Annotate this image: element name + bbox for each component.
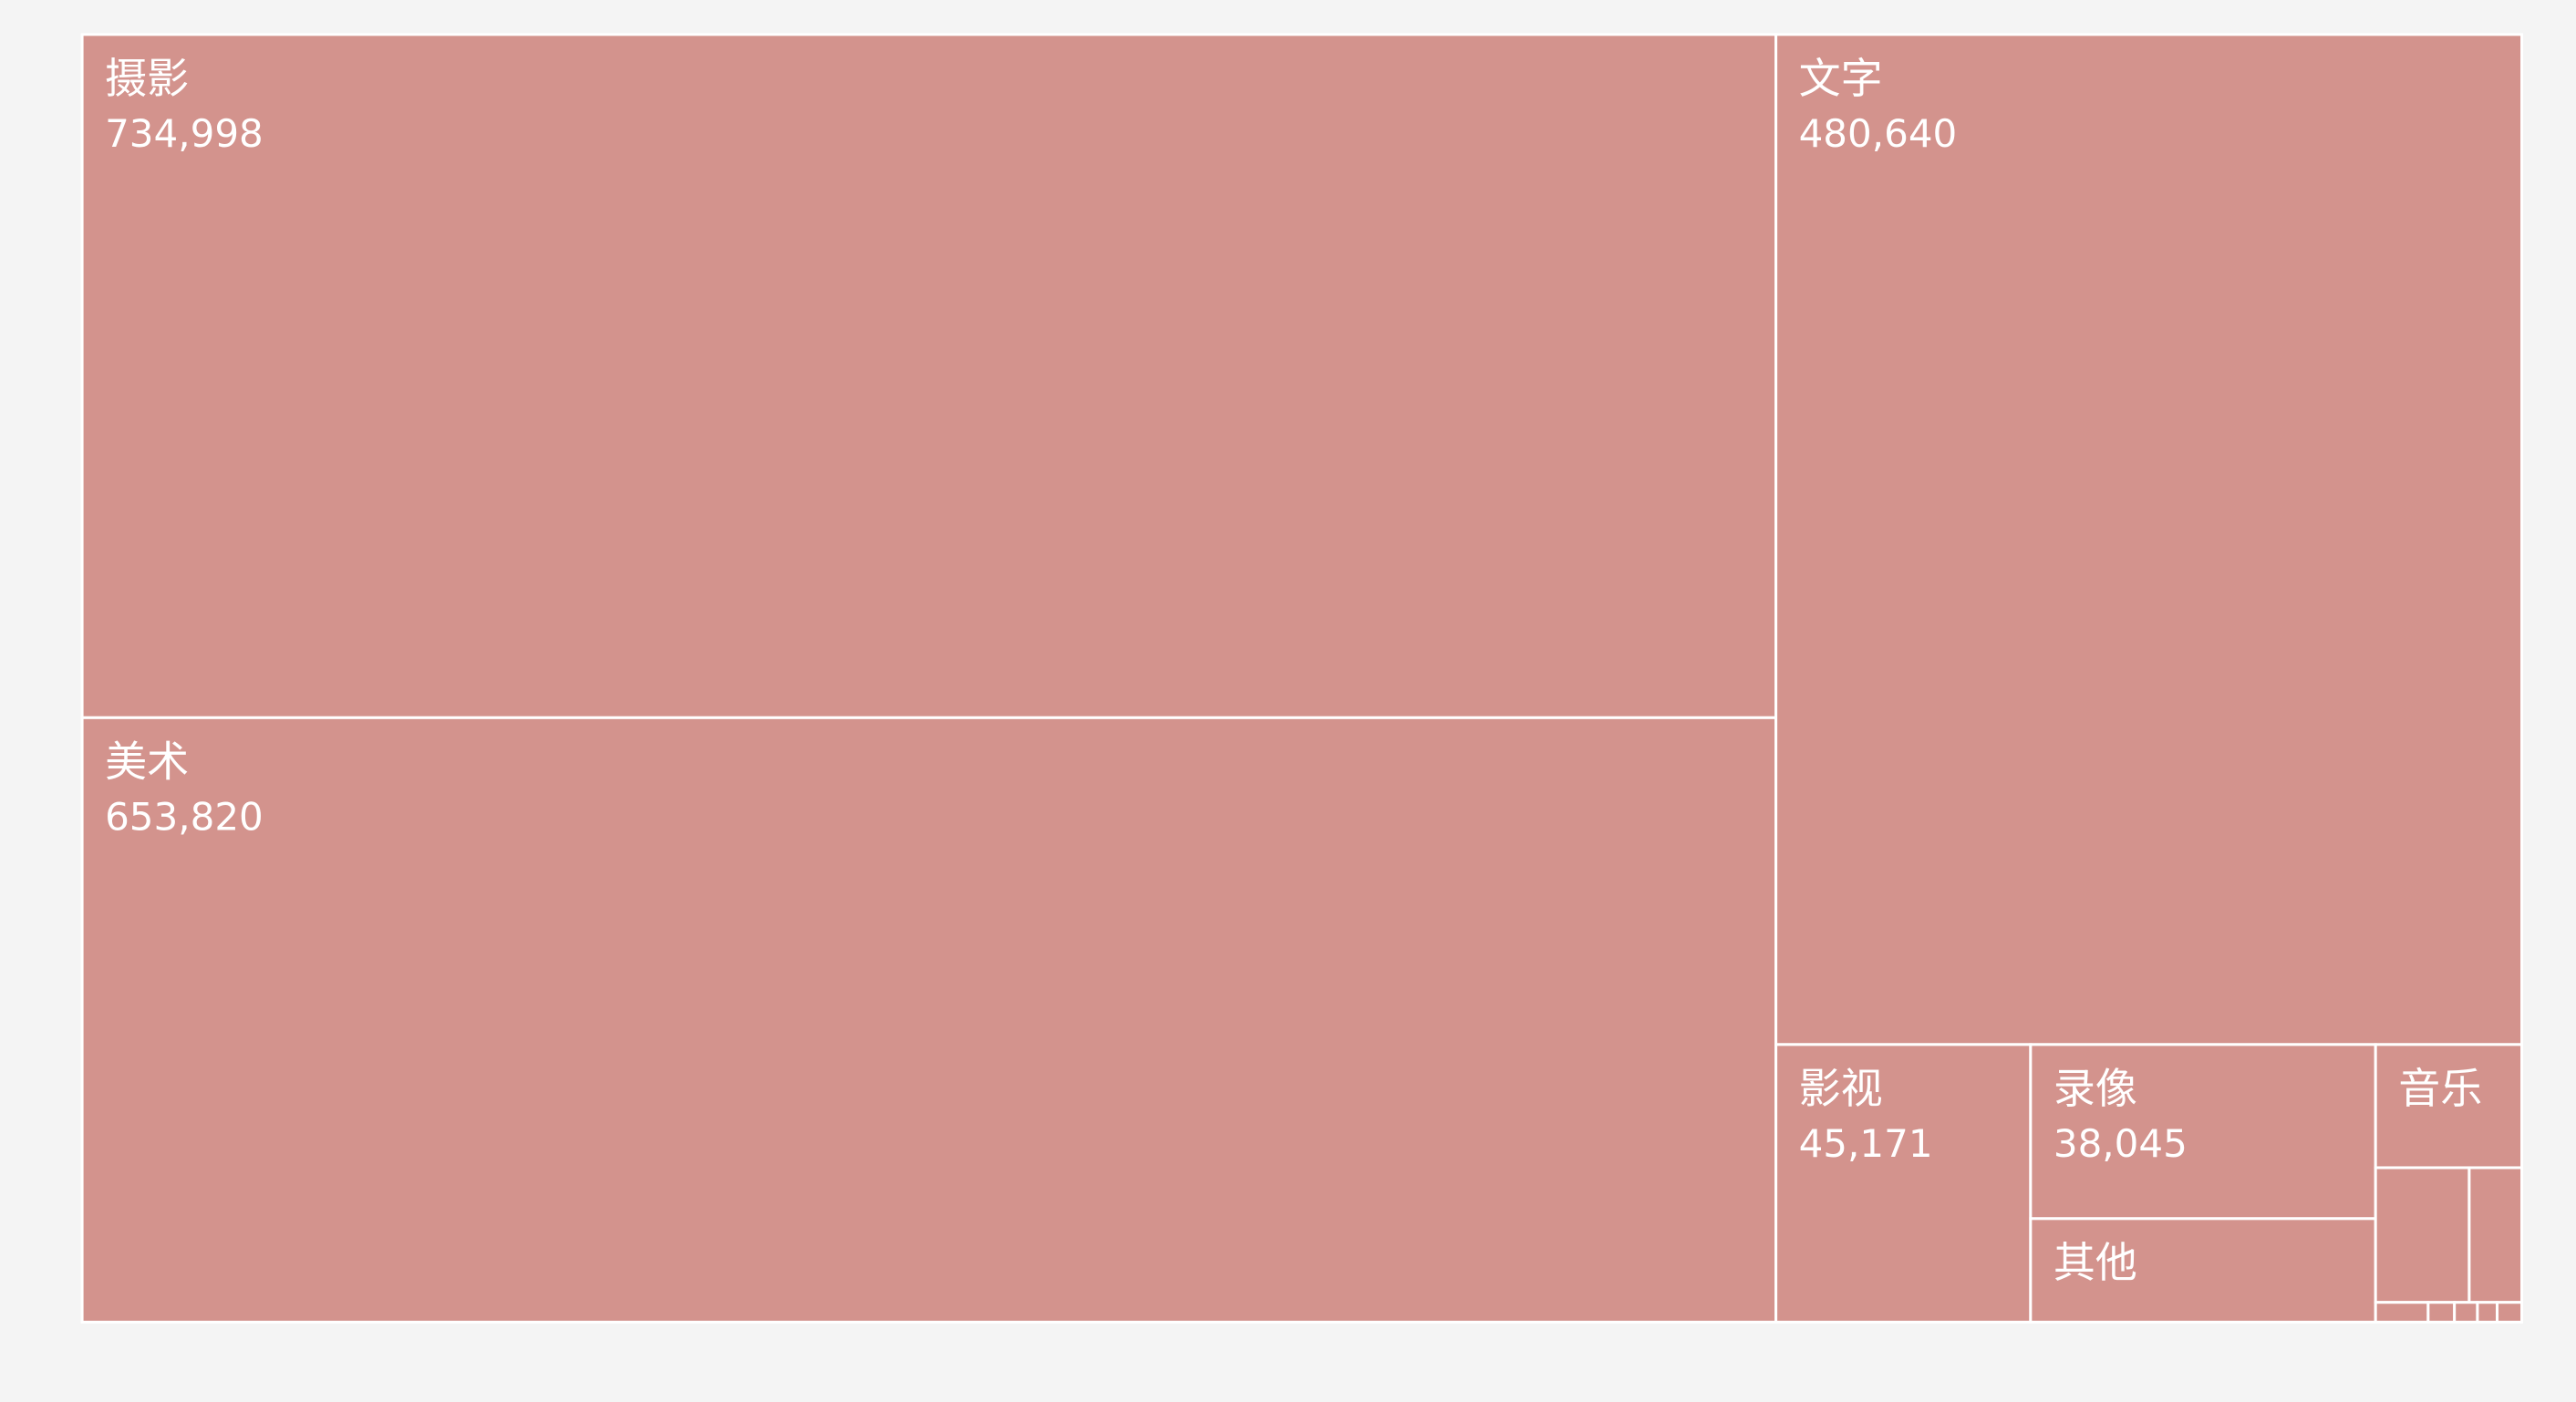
treemap-cell-value: 653,820: [105, 794, 264, 839]
treemap-cell-label: 文字: [1799, 54, 1883, 103]
treemap-cell-label: 摄影: [105, 54, 189, 103]
treemap-cell-label: 录像: [2054, 1064, 2137, 1113]
treemap-cell: [2467, 1166, 2524, 1304]
treemap-cell: [2029, 1043, 2377, 1221]
treemap-cell-label: 美术: [105, 737, 189, 786]
treemap-cell: [1774, 33, 2524, 1046]
treemap-cell-value: 38,045: [2054, 1121, 2188, 1166]
treemap-cell: [2426, 1301, 2457, 1324]
treemap-cell: [2029, 1217, 2377, 1324]
treemap-cell: [2374, 1043, 2524, 1170]
treemap-cell: [2374, 1166, 2471, 1304]
treemap-cell-label: 影视: [1799, 1064, 1883, 1113]
treemap-cell-value: 45,171: [1799, 1121, 1933, 1166]
treemap-cell: [2374, 1301, 2430, 1324]
treemap-cell-label: 音乐: [2398, 1064, 2482, 1113]
treemap-cell-label: 其他: [2054, 1238, 2137, 1287]
treemap-cell: [2453, 1301, 2479, 1324]
treemap-cell: [80, 716, 1778, 1324]
treemap-cell: [1774, 1043, 2033, 1324]
treemap-cell-value: 734,998: [105, 111, 264, 156]
treemap-cell: [80, 33, 1778, 719]
treemap-cell-value: 480,640: [1799, 111, 1958, 156]
treemap-cell: [2496, 1301, 2524, 1324]
treemap-cell: [2476, 1301, 2499, 1324]
